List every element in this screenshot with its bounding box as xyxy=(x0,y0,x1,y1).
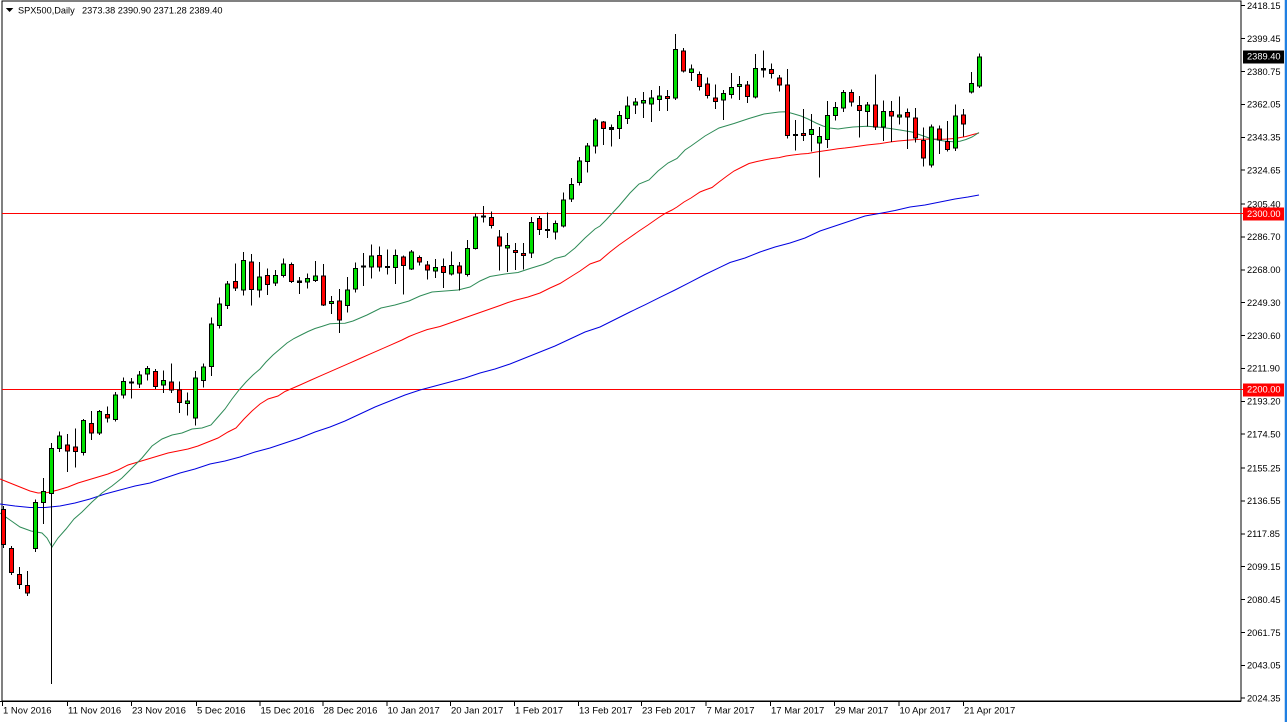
svg-text:2061.75: 2061.75 xyxy=(1247,628,1281,638)
svg-text:13 Feb 2017: 13 Feb 2017 xyxy=(579,706,632,717)
svg-text:2117.85: 2117.85 xyxy=(1247,529,1280,539)
svg-text:21 Apr 2017: 21 Apr 2017 xyxy=(964,706,1015,717)
svg-text:2389.40: 2389.40 xyxy=(1247,52,1281,62)
svg-text:2399.45: 2399.45 xyxy=(1247,34,1281,44)
svg-text:23 Feb 2017: 23 Feb 2017 xyxy=(642,706,695,717)
svg-text:2024.35: 2024.35 xyxy=(1247,694,1281,704)
svg-text:2193.20: 2193.20 xyxy=(1247,397,1281,407)
svg-text:23 Nov 2016: 23 Nov 2016 xyxy=(132,706,186,717)
svg-text:2230.60: 2230.60 xyxy=(1247,331,1281,341)
svg-text:SPX500,Daily: SPX500,Daily xyxy=(18,6,75,16)
svg-text:2305.40: 2305.40 xyxy=(1247,199,1281,209)
svg-text:1 Nov 2016: 1 Nov 2016 xyxy=(3,706,52,717)
svg-text:2362.05: 2362.05 xyxy=(1247,100,1281,110)
svg-text:2174.50: 2174.50 xyxy=(1247,430,1281,440)
svg-text:10 Jan 2017: 10 Jan 2017 xyxy=(388,706,440,717)
svg-text:2380.75: 2380.75 xyxy=(1247,67,1281,77)
svg-text:2211.90: 2211.90 xyxy=(1247,364,1280,374)
svg-text:2080.45: 2080.45 xyxy=(1247,595,1281,605)
svg-text:11 Nov 2016: 11 Nov 2016 xyxy=(68,706,121,717)
svg-text:5 Dec 2016: 5 Dec 2016 xyxy=(197,706,246,717)
svg-text:15 Dec 2016: 15 Dec 2016 xyxy=(261,706,315,717)
svg-text:1 Feb 2017: 1 Feb 2017 xyxy=(515,706,563,717)
svg-text:2343.35: 2343.35 xyxy=(1247,133,1281,143)
svg-text:2286.70: 2286.70 xyxy=(1247,232,1281,242)
svg-text:2418.15: 2418.15 xyxy=(1247,1,1281,11)
svg-text:17 Mar 2017: 17 Mar 2017 xyxy=(771,706,824,717)
svg-text:2155.25: 2155.25 xyxy=(1247,463,1281,473)
svg-text:29 Mar 2017: 29 Mar 2017 xyxy=(835,706,888,717)
svg-text:2200.00: 2200.00 xyxy=(1247,385,1281,395)
svg-text:2136.55: 2136.55 xyxy=(1247,496,1281,506)
svg-text:2268.00: 2268.00 xyxy=(1247,265,1281,275)
svg-text:2099.15: 2099.15 xyxy=(1247,562,1281,572)
svg-text:2373.38 2390.90 2371.28 2389.4: 2373.38 2390.90 2371.28 2389.40 xyxy=(82,6,223,16)
svg-text:20 Jan 2017: 20 Jan 2017 xyxy=(451,706,503,717)
svg-text:7 Mar 2017: 7 Mar 2017 xyxy=(707,706,755,717)
svg-text:10 Apr 2017: 10 Apr 2017 xyxy=(900,706,951,717)
svg-text:2324.65: 2324.65 xyxy=(1247,166,1281,176)
svg-text:2043.05: 2043.05 xyxy=(1247,661,1281,671)
svg-text:2249.30: 2249.30 xyxy=(1247,298,1281,308)
svg-text:2300.00: 2300.00 xyxy=(1247,209,1281,219)
svg-text:28 Dec 2016: 28 Dec 2016 xyxy=(324,706,378,717)
